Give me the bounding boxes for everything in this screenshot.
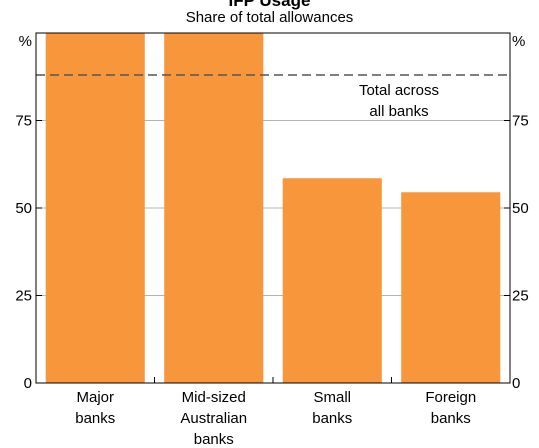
chart-subtitle: Share of total allowances <box>185 9 354 26</box>
x-category-label: Small <box>313 389 351 406</box>
x-category-label: Major <box>76 389 114 406</box>
y-axis-label-left: % <box>19 33 32 50</box>
chart-title: IFP Usage <box>228 0 311 10</box>
x-category-label: banks <box>431 410 471 427</box>
x-category-label: Mid-sized <box>182 389 246 406</box>
bar <box>45 33 145 383</box>
reference-line-label: Total across <box>359 82 439 99</box>
y-tick-label-right: 25 <box>512 288 529 305</box>
bar <box>164 33 264 383</box>
y-tick-label-right: 50 <box>512 200 529 217</box>
y-tick-label-left: 50 <box>15 200 32 217</box>
x-category-label: Australian <box>180 410 247 427</box>
x-category-label: Foreign <box>425 389 476 406</box>
x-category-label: banks <box>75 410 115 427</box>
x-category-label: banks <box>194 431 234 448</box>
y-tick-label-right: 75 <box>512 113 529 130</box>
bar <box>282 178 382 383</box>
y-tick-label-left: 75 <box>15 113 32 130</box>
y-axis-label-right: % <box>512 33 525 50</box>
x-category-label: banks <box>312 410 352 427</box>
y-tick-label-right: 0 <box>512 375 520 392</box>
y-tick-label-left: 0 <box>24 375 32 392</box>
y-tick-label-left: 25 <box>15 288 32 305</box>
bar <box>401 192 501 383</box>
reference-line-label: all banks <box>369 103 428 120</box>
